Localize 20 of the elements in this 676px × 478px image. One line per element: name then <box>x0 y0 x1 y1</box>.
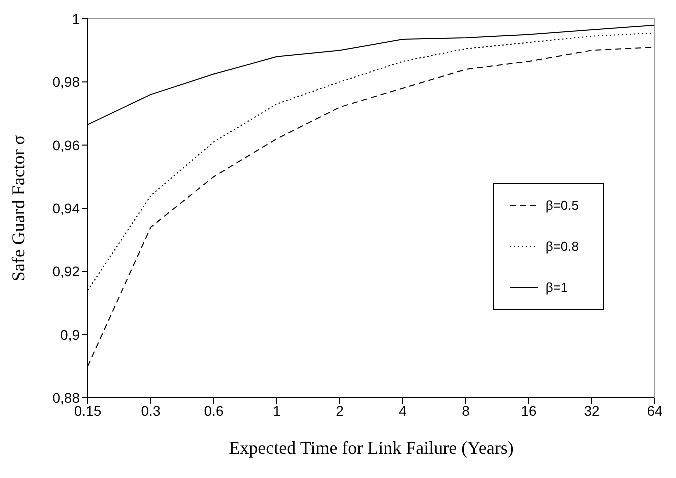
x-tick-label: 32 <box>584 402 600 419</box>
x-tick-label: 0.3 <box>141 402 161 419</box>
x-tick-label: 8 <box>462 402 470 419</box>
x-tick-label: 4 <box>399 402 408 419</box>
legend-label: β=0.5 <box>546 198 579 213</box>
y-tick-label: 1 <box>72 10 80 27</box>
y-tick-label: 0,96 <box>52 137 80 154</box>
x-tick-label: 0.6 <box>204 402 224 419</box>
x-tick-label: 1 <box>273 402 282 419</box>
x-tick-label: 2 <box>336 402 344 419</box>
x-tick-label: 64 <box>647 402 663 419</box>
y-axis-title: Safe Guard Factor σ <box>8 135 28 282</box>
y-tick-label: 0,9 <box>60 326 80 343</box>
legend-label: β=0.8 <box>546 239 579 254</box>
y-tick-label: 0,94 <box>52 200 80 216</box>
y-tick-label: 0,92 <box>52 264 80 280</box>
x-axis-title: Expected Time for Link Failure (Years) <box>229 438 514 458</box>
y-tick-label: 0,98 <box>52 74 80 90</box>
x-tick-label: 16 <box>521 402 537 419</box>
legend-label: β=1 <box>546 280 568 295</box>
